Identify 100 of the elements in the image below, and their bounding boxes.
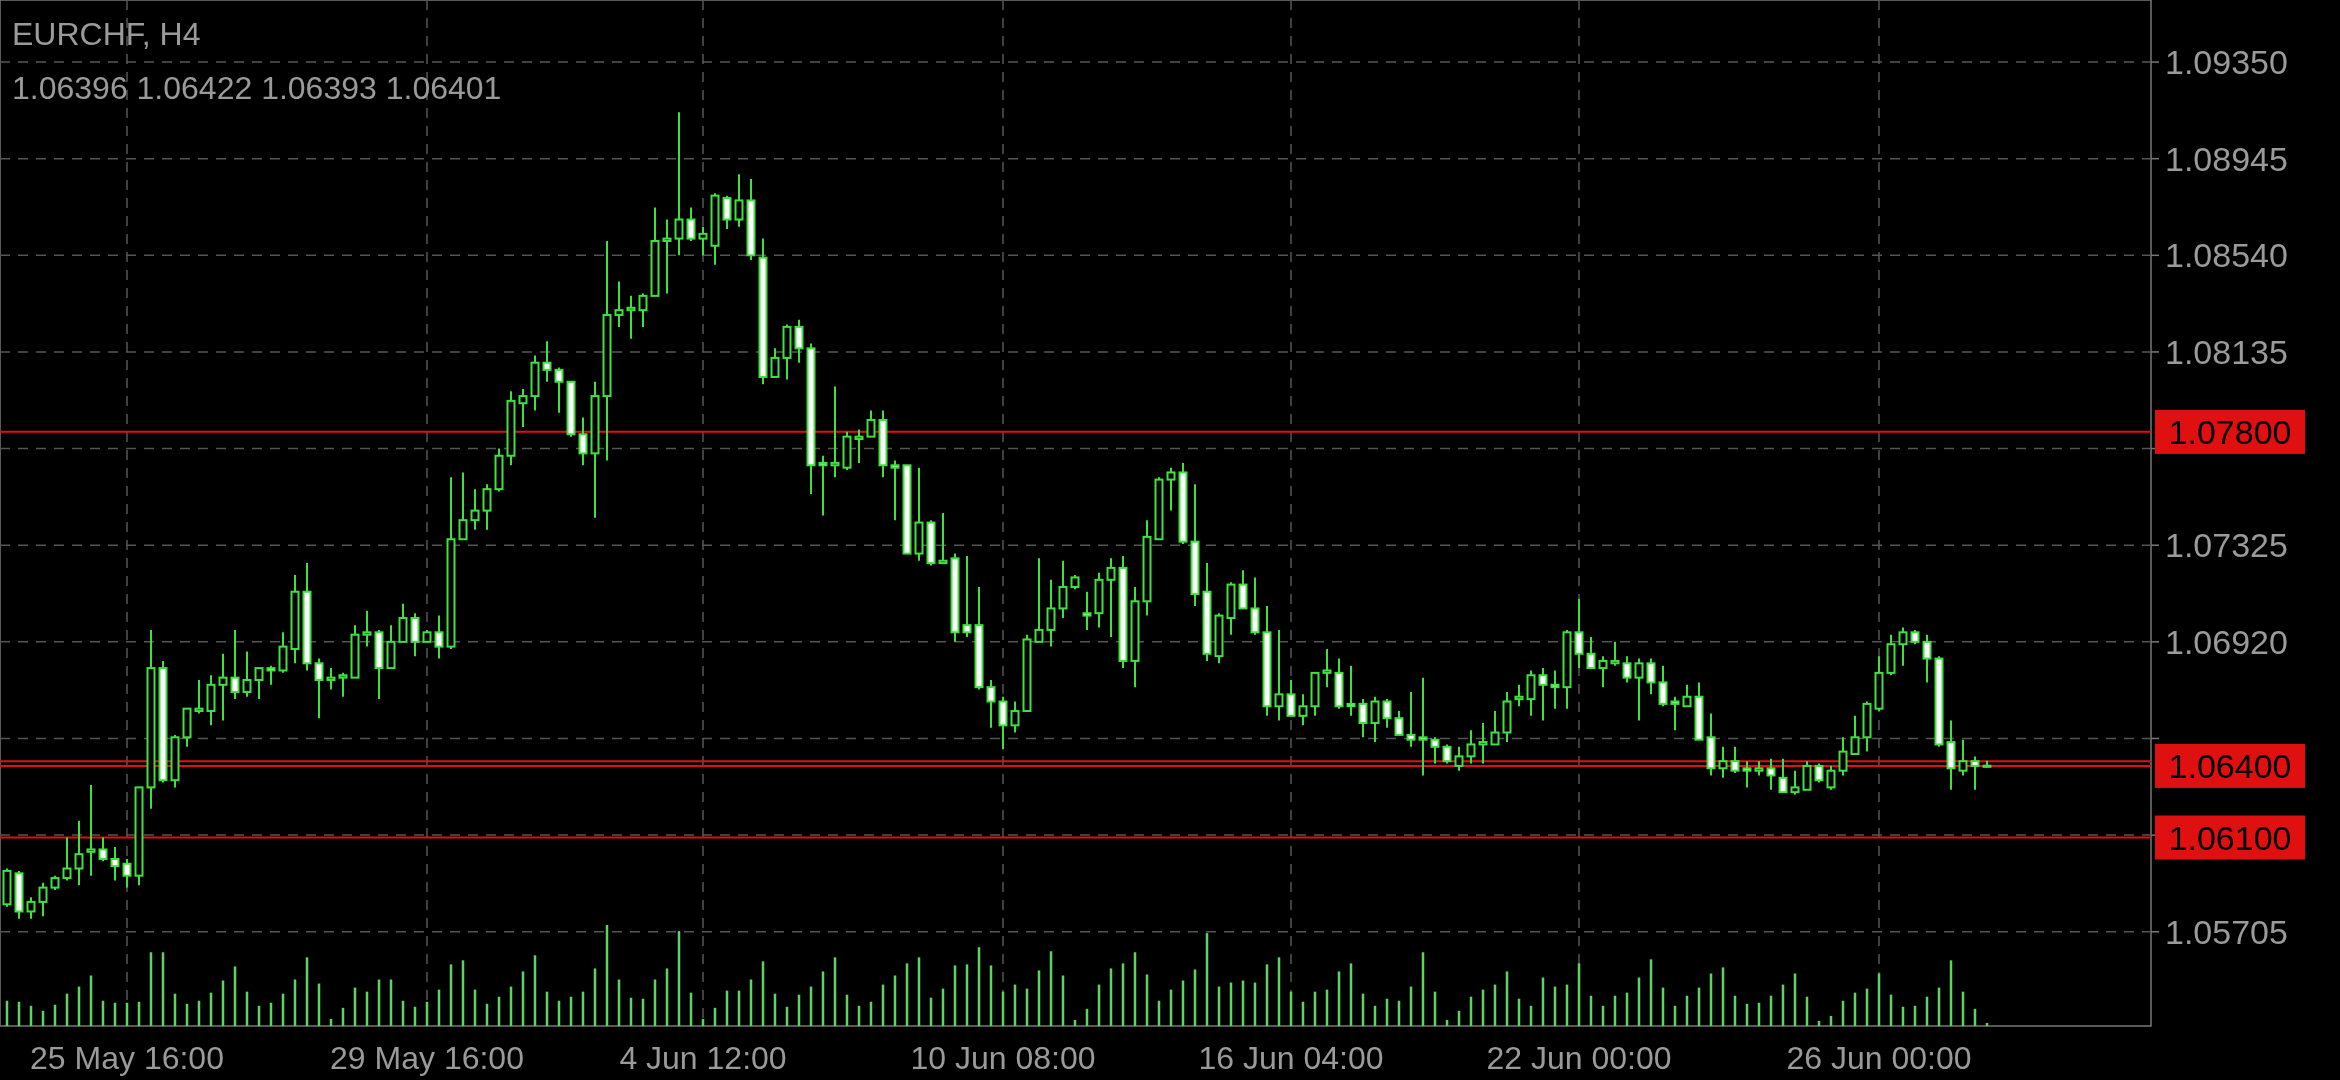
candlestick (542, 340, 552, 383)
candlestick (1826, 764, 1836, 791)
candlestick (1346, 664, 1356, 717)
candlestick (554, 366, 564, 414)
candlestick (1046, 578, 1056, 648)
candlestick (1814, 762, 1824, 784)
candlestick (1058, 559, 1068, 619)
candlestick (1454, 745, 1464, 772)
candlestick (242, 650, 252, 698)
candlestick (662, 218, 672, 295)
candlestick (1490, 710, 1500, 746)
y-tick-label: 1.07325 (2165, 526, 2288, 565)
x-tick-label: 25 May 16:00 (30, 1040, 224, 1076)
candlestick (770, 347, 780, 378)
candlestick (1298, 693, 1308, 727)
candlestick (698, 225, 708, 257)
candlestick (1322, 648, 1332, 689)
candlestick (854, 428, 864, 464)
candlestick (794, 318, 804, 364)
x-tick-label: 10 Jun 08:00 (910, 1040, 1096, 1076)
ref-line-label: 1.07800 (2168, 412, 2292, 451)
candlestick (1922, 633, 1932, 684)
candlestick (122, 857, 132, 889)
candlestick (26, 896, 36, 920)
candlestick (1418, 676, 1428, 777)
candlestick (830, 385, 840, 479)
candlestick (1406, 690, 1416, 748)
candlestick (1670, 695, 1680, 732)
y-tick-label: 1.05705 (2165, 912, 2288, 951)
x-tick-label: 4 Jun 12:00 (619, 1040, 787, 1076)
candlestick (962, 554, 972, 639)
candlestick (1274, 628, 1284, 722)
candlestick (1730, 745, 1740, 775)
candlestick (1010, 700, 1020, 734)
candlestick (1898, 626, 1908, 667)
candlestick (866, 409, 876, 438)
ref-line-label: 1.06400 (2168, 746, 2292, 785)
candlestick (674, 111, 684, 257)
candlestick (1082, 590, 1092, 631)
candlestick (1802, 760, 1812, 791)
candlestick (1790, 769, 1800, 796)
candlestick (458, 471, 468, 541)
candlestick (74, 819, 84, 887)
candlestick (1430, 736, 1440, 765)
y-tick-label: 1.08540 (2165, 236, 2288, 275)
candlestick (38, 881, 48, 918)
candlestick (1838, 736, 1848, 777)
candlestick (194, 679, 204, 715)
candlestick (1286, 679, 1296, 717)
candlestick (1250, 576, 1260, 636)
candlestick (1514, 683, 1524, 708)
candlestick (98, 836, 108, 863)
candlestick (1466, 729, 1476, 765)
candlestick (434, 614, 444, 660)
candlestick (1166, 466, 1176, 512)
x-tick-label: 16 Jun 04:00 (1198, 1040, 1384, 1076)
candlestick (1382, 698, 1392, 729)
candlestick (986, 679, 996, 729)
candlestick (1634, 657, 1644, 722)
candlestick (338, 671, 348, 698)
candlestick (638, 292, 648, 328)
candlestick (938, 512, 948, 565)
candlestick (1646, 657, 1656, 696)
candlestick (722, 194, 732, 231)
candlestick (818, 454, 828, 517)
candlestick (1574, 597, 1584, 670)
candlestick (1598, 655, 1608, 689)
y-tick-label: 1.08135 (2165, 332, 2288, 371)
candlestick (1958, 738, 1968, 777)
text: 1.06396 1.06422 1.06393 1.06401 (12, 70, 502, 106)
candlestick (1766, 757, 1776, 791)
candlestick (1370, 695, 1380, 744)
candlestick (1394, 710, 1404, 736)
candlestick (410, 612, 420, 658)
candlestick (86, 784, 96, 877)
candlestick (1442, 743, 1452, 765)
candlestick (398, 602, 408, 643)
candlestick (362, 609, 372, 648)
candlestick (266, 664, 276, 686)
candlestick (1682, 683, 1692, 708)
y-tick-label: 1.06920 (2165, 622, 2288, 661)
candlestick (1658, 664, 1668, 708)
candlestick (254, 667, 264, 701)
candlestick (518, 387, 528, 429)
candlestick (998, 695, 1008, 751)
candlestick (278, 631, 288, 674)
candlestick (1742, 760, 1752, 789)
candlestick (482, 483, 492, 531)
candlestick (1478, 721, 1488, 765)
candlestick (1850, 714, 1860, 755)
candlestick (326, 667, 336, 691)
candlestick (314, 657, 324, 720)
y-tick-label: 1.08945 (2165, 139, 2288, 178)
candlestick (110, 846, 120, 882)
candlestick (1550, 669, 1560, 710)
candlestick (1718, 745, 1728, 779)
candlestick (1358, 698, 1368, 739)
candlestick (470, 488, 480, 531)
candlestick (1970, 755, 1980, 791)
candlestick (686, 206, 696, 242)
